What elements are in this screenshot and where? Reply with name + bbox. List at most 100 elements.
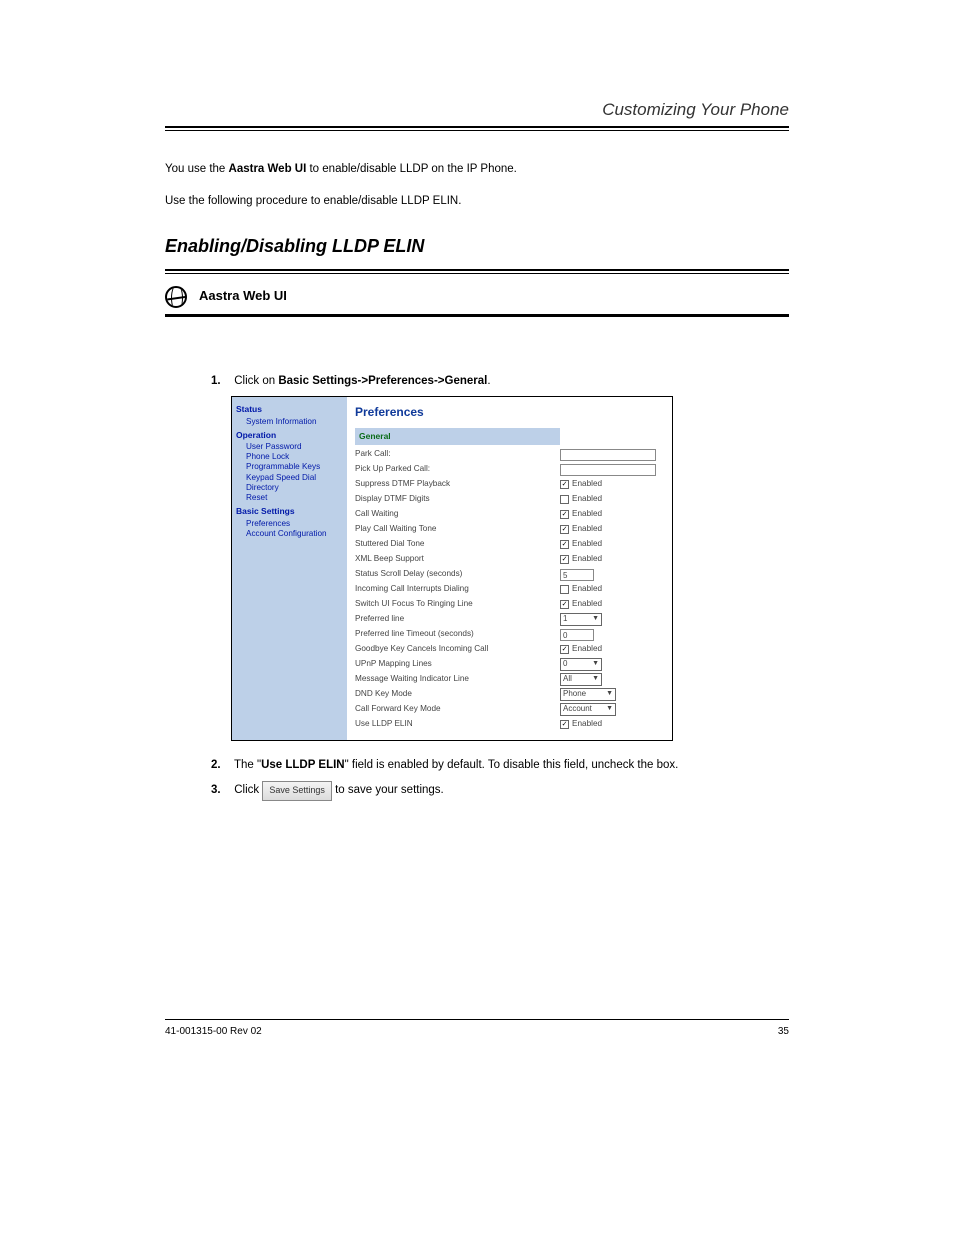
checkbox[interactable] — [560, 600, 569, 609]
footer-right: 35 — [778, 1026, 789, 1037]
setting-value: Enabled — [560, 598, 602, 611]
step-2: 2. The "Use LLDP ELIN" field is enabled … — [211, 757, 789, 775]
setting-row: Use LLDP ELINEnabled — [355, 717, 664, 732]
chevron-down-icon: ▼ — [606, 704, 613, 715]
setting-value: All▼ — [560, 673, 602, 686]
setting-label: Preferred line — [355, 613, 560, 626]
icon-label: Aastra Web UI — [199, 286, 287, 306]
checkbox-label: Enabled — [572, 508, 602, 521]
preferences-screenshot: Status System Information Operation User… — [231, 396, 673, 741]
save-settings-button[interactable]: Save Settings — [262, 781, 332, 801]
setting-label: DND Key Mode — [355, 688, 560, 701]
setting-label: Display DTMF Digits — [355, 493, 560, 506]
step-number: 2. — [211, 757, 231, 775]
checkbox[interactable] — [560, 525, 569, 534]
nav-item[interactable]: Keypad Speed Dial — [246, 473, 343, 483]
setting-value: Enabled — [560, 523, 602, 536]
setting-label: Pick Up Parked Call: — [355, 463, 560, 476]
text-input[interactable] — [560, 449, 656, 461]
checkbox[interactable] — [560, 585, 569, 594]
screenshot-title: Preferences — [355, 403, 664, 422]
setting-row: Display DTMF DigitsEnabled — [355, 492, 664, 507]
select-dropdown[interactable]: Account▼ — [560, 703, 616, 716]
text-input[interactable]: 0 — [560, 629, 594, 641]
text-bold: Use LLDP ELIN — [261, 759, 345, 771]
setting-label: XML Beep Support — [355, 553, 560, 566]
setting-label: Use LLDP ELIN — [355, 718, 560, 731]
setting-label: Call Forward Key Mode — [355, 703, 560, 716]
nav-category-status[interactable]: Status — [236, 403, 343, 416]
checkbox[interactable] — [560, 480, 569, 489]
setting-row: Stuttered Dial ToneEnabled — [355, 537, 664, 552]
screenshot-section-heading: General — [355, 428, 560, 445]
text-bold: Basic Settings->Preferences->General — [278, 375, 487, 387]
step-3: 3. Click Save Settings to save your sett… — [211, 781, 789, 801]
subheading: Enabling/Disabling LLDP ELIN — [165, 233, 789, 261]
text: to save your settings. — [335, 784, 444, 796]
checkbox[interactable] — [560, 645, 569, 654]
text: Click on — [234, 375, 278, 387]
nav-item[interactable]: Account Configuration — [246, 529, 343, 539]
setting-label: UPnP Mapping Lines — [355, 658, 560, 671]
nav-item[interactable]: Preferences — [246, 519, 343, 529]
select-dropdown[interactable]: 0▼ — [560, 658, 602, 671]
text: . — [487, 375, 490, 387]
setting-label: Play Call Waiting Tone — [355, 523, 560, 536]
setting-value — [560, 464, 656, 476]
setting-value: 1▼ — [560, 613, 602, 626]
nav-item[interactable]: Reset — [246, 493, 343, 503]
checkbox[interactable] — [560, 555, 569, 564]
setting-value: Phone▼ — [560, 688, 616, 701]
nav-category-operation[interactable]: Operation — [236, 429, 343, 442]
setting-row: DND Key ModePhone▼ — [355, 687, 664, 702]
nav-item[interactable]: System Information — [246, 417, 343, 427]
setting-value: Enabled — [560, 583, 602, 596]
setting-value: 5 — [560, 569, 594, 581]
select-dropdown[interactable]: All▼ — [560, 673, 602, 686]
screenshot-main: Preferences General Park Call:Pick Up Pa… — [347, 397, 672, 740]
setting-row: Park Call: — [355, 447, 664, 462]
setting-row: Preferred line1▼ — [355, 612, 664, 627]
setting-value: Enabled — [560, 553, 602, 566]
nav-category-basic[interactable]: Basic Settings — [236, 505, 343, 518]
setting-label: Switch UI Focus To Ringing Line — [355, 598, 560, 611]
nav-item[interactable]: Directory — [246, 483, 343, 493]
setting-label: Status Scroll Delay (seconds) — [355, 568, 560, 581]
chevron-down-icon: ▼ — [592, 614, 599, 625]
nav-item[interactable]: User Password — [246, 442, 343, 452]
checkbox-label: Enabled — [572, 553, 602, 566]
footer-rule — [165, 1019, 789, 1020]
checkbox[interactable] — [560, 495, 569, 504]
rule — [165, 269, 789, 271]
checkbox-label: Enabled — [572, 478, 602, 491]
select-dropdown[interactable]: 1▼ — [560, 613, 602, 626]
setting-row: Pick Up Parked Call: — [355, 462, 664, 477]
setting-value — [560, 449, 656, 461]
chevron-down-icon: ▼ — [592, 659, 599, 670]
text-input[interactable]: 5 — [560, 569, 594, 581]
nav-item[interactable]: Phone Lock — [246, 452, 343, 462]
checkbox[interactable] — [560, 540, 569, 549]
select-dropdown[interactable]: Phone▼ — [560, 688, 616, 701]
text: " field is enabled by default. To disabl… — [345, 759, 679, 771]
checkbox[interactable] — [560, 510, 569, 519]
rule — [165, 126, 789, 128]
intro-line-2: Use the following procedure to enable/di… — [165, 193, 789, 211]
setting-label: Stuttered Dial Tone — [355, 538, 560, 551]
text: The " — [234, 759, 261, 771]
step-number: 1. — [211, 373, 231, 391]
step-number: 3. — [211, 782, 231, 800]
setting-row: Preferred line Timeout (seconds)0 — [355, 627, 664, 642]
text-bold: Aastra Web UI — [229, 163, 307, 175]
footer-left: 41-001315-00 Rev 02 — [165, 1026, 262, 1037]
icon-row: Aastra Web UI — [165, 280, 789, 314]
setting-row: Suppress DTMF PlaybackEnabled — [355, 477, 664, 492]
intro-line-1: You use the Aastra Web UI to enable/disa… — [165, 161, 789, 179]
nav-item[interactable]: Programmable Keys — [246, 462, 343, 472]
setting-value: Enabled — [560, 718, 602, 731]
setting-value: 0▼ — [560, 658, 602, 671]
rule — [165, 315, 789, 317]
text-input[interactable] — [560, 464, 656, 476]
checkbox[interactable] — [560, 720, 569, 729]
setting-row: XML Beep Support Enabled — [355, 552, 664, 567]
